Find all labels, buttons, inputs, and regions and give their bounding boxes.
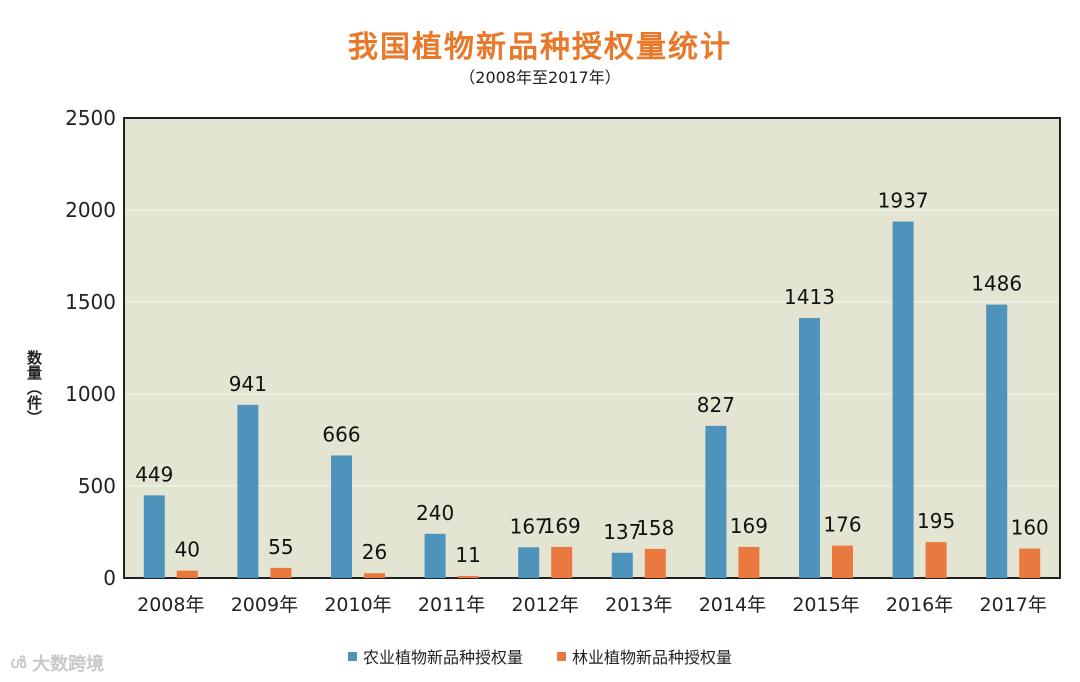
bar-chart: 0 500 1000 1500 2000 2500 449 40 2008年 941 55 2009年… [65,106,1061,616]
data-label-forest: 160 [1011,516,1049,540]
bar-agri [237,404,259,578]
watermark-logo-icon: ൾ [10,653,27,672]
bar-agri [799,318,820,578]
y-tick-label: 1500 [65,290,116,314]
data-label-forest: 158 [636,516,674,540]
legend-swatch-agri [347,651,357,661]
data-label-forest: 195 [917,509,955,533]
bar-forest [176,570,198,578]
watermark: ൾ 大数跨境 [10,650,104,676]
bar-forest [832,545,853,578]
watermark-text: 大数跨境 [32,654,105,675]
data-label-agri: 449 [135,462,173,486]
y-tick-label: 0 [103,566,116,590]
bar-forest [644,548,666,578]
legend-item-forest: 林业植物新品种授权量 [557,644,732,668]
data-label-forest: 26 [362,540,387,564]
legend-item-agri: 农业植物新品种授权量 [347,644,523,668]
data-label-forest: 55 [268,535,293,559]
bar-forest [364,573,385,578]
y-tick-label: 2000 [65,198,116,222]
x-tick-label: 2010年 [324,594,391,616]
bar-forest [925,542,947,578]
bar-agri [611,552,633,578]
y-tick-label: 2500 [65,106,116,130]
data-label-forest: 176 [823,513,861,537]
data-label-agri: 240 [416,501,454,525]
data-label-forest: 11 [455,543,480,567]
legend-label-agri: 农业植物新品种授权量 [362,648,523,667]
x-tick-label: 2009年 [231,594,298,616]
bar-forest [738,546,760,578]
bar-agri [705,425,727,578]
data-label-agri: 1937 [878,189,929,213]
x-tick-label: 2013年 [605,594,672,616]
chart-title: 我国植物新品种授权量统计 [348,30,732,65]
y-axis-label: 数量（件） [25,350,43,425]
data-label-agri: 1413 [784,285,835,309]
data-label-agri: 167 [510,514,548,538]
x-tick-label: 2012年 [512,594,579,616]
bar-agri [143,495,165,578]
bar-agri [986,304,1008,578]
data-label-agri: 1486 [971,272,1022,296]
data-label-agri: 137 [603,520,641,544]
data-label-agri: 827 [697,393,735,417]
bar-agri [331,455,352,578]
plot-border [123,117,1061,579]
chart-subtitle: （2008年至2017年） [459,68,621,87]
data-label-agri: 941 [229,372,267,396]
bar-forest [551,546,573,578]
data-label-forest: 169 [730,514,768,538]
legend: 农业植物新品种授权量 林业植物新品种授权量 [0,644,1080,668]
bar-forest [457,575,479,578]
x-tick-label: 2016年 [886,594,953,616]
y-tick-label: 1000 [65,382,116,406]
x-tick-label: 2015年 [792,594,859,616]
x-tick-label: 2017年 [980,594,1047,616]
x-tick-label: 2014年 [699,594,766,616]
bar-forest [1019,548,1041,578]
bar-forest [270,567,292,578]
data-label-forest: 169 [543,514,581,538]
legend-label-forest: 林业植物新品种授权量 [572,648,733,667]
x-tick-label: 2008年 [137,594,204,616]
y-tick-label: 500 [78,474,116,498]
legend-swatch-forest [557,651,566,661]
x-tick-label: 2011年 [418,594,485,616]
bar-agri [424,533,446,578]
data-label-agri: 666 [322,422,360,446]
bar-agri [892,221,914,579]
data-label-forest: 40 [175,538,200,562]
bar-agri [518,547,540,578]
